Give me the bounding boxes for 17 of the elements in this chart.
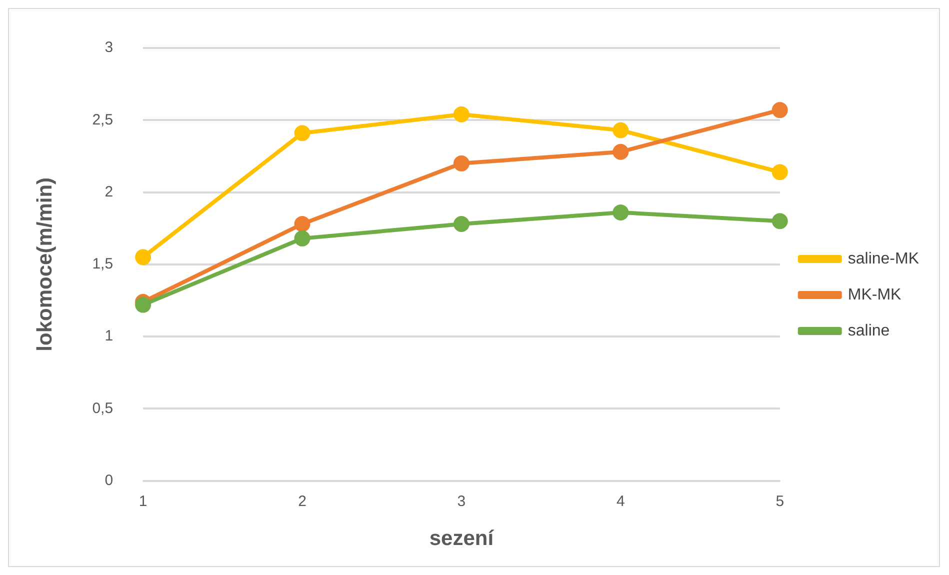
- x-tick-label: 1: [138, 492, 148, 510]
- x-tick-label: 4: [616, 492, 625, 510]
- legend-label: saline-MK: [848, 250, 920, 268]
- y-tick-label: 0: [104, 472, 114, 489]
- y-tick-label: 3: [104, 39, 114, 56]
- y-tick-label: 1,5: [92, 256, 114, 273]
- y-tick-label: 2: [104, 183, 114, 200]
- y-tick-label: 1: [104, 328, 114, 345]
- y-tick-label: 2,5: [92, 111, 114, 128]
- y-tick-label: 0,5: [92, 400, 114, 417]
- x-tick-label: 5: [776, 492, 784, 510]
- x-tick-label: 3: [457, 492, 466, 510]
- x-axis-title: sezení: [429, 527, 495, 550]
- legend-label: saline: [848, 322, 890, 340]
- legend-label: MK-MK: [848, 286, 902, 304]
- y-axis-title: lokomoce(m/min): [33, 177, 56, 352]
- x-tick-label: 2: [298, 492, 306, 510]
